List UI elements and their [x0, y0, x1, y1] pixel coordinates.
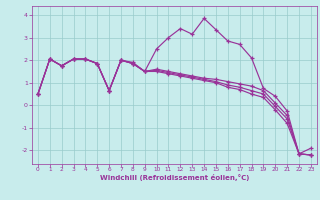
- X-axis label: Windchill (Refroidissement éolien,°C): Windchill (Refroidissement éolien,°C): [100, 174, 249, 181]
